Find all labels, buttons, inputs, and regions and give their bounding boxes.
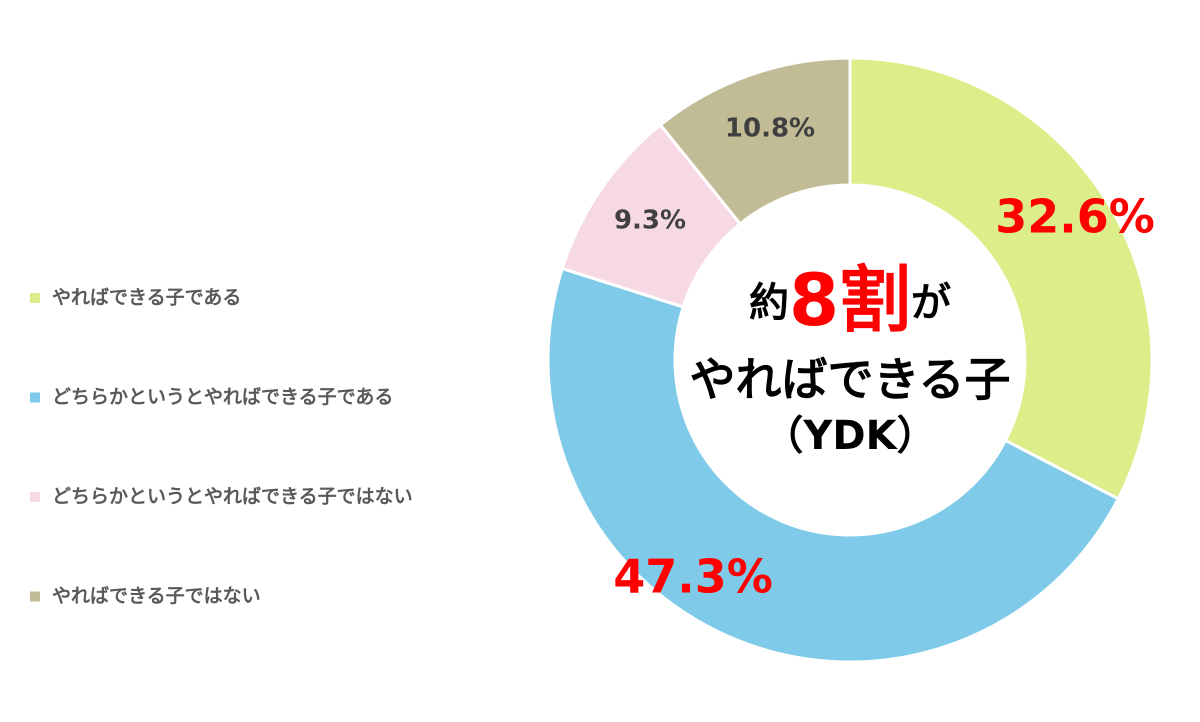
- center-text: が: [911, 280, 951, 326]
- legend-label: どちらかというとやればできる子である: [52, 386, 393, 408]
- legend-swatch: [30, 591, 40, 602]
- donut-segment: [546, 266, 1121, 664]
- center-text: やればできる子: [689, 353, 1010, 407]
- center-highlight: 8割: [789, 258, 911, 342]
- legend-swatch: [30, 392, 40, 403]
- value-label: 10.8%: [725, 114, 815, 144]
- value-label: 32.6%: [995, 190, 1155, 244]
- legend-label: やればできる子である: [52, 287, 241, 309]
- legend-swatch: [30, 293, 40, 303]
- donut: [546, 56, 1154, 664]
- donut-segment: [658, 56, 852, 226]
- legend-swatch: [30, 492, 40, 502]
- center-title: 約8割が: [749, 258, 951, 342]
- center-text: （YDK）: [763, 413, 936, 459]
- center-text: 約: [749, 280, 789, 326]
- donut-segment: [848, 56, 1154, 501]
- legend-label: やればできる子ではない: [52, 585, 261, 607]
- legend-label: どちらかというとやればできる子ではない: [52, 486, 413, 508]
- value-label: 9.3%: [614, 206, 686, 236]
- value-label: 47.3%: [613, 550, 773, 604]
